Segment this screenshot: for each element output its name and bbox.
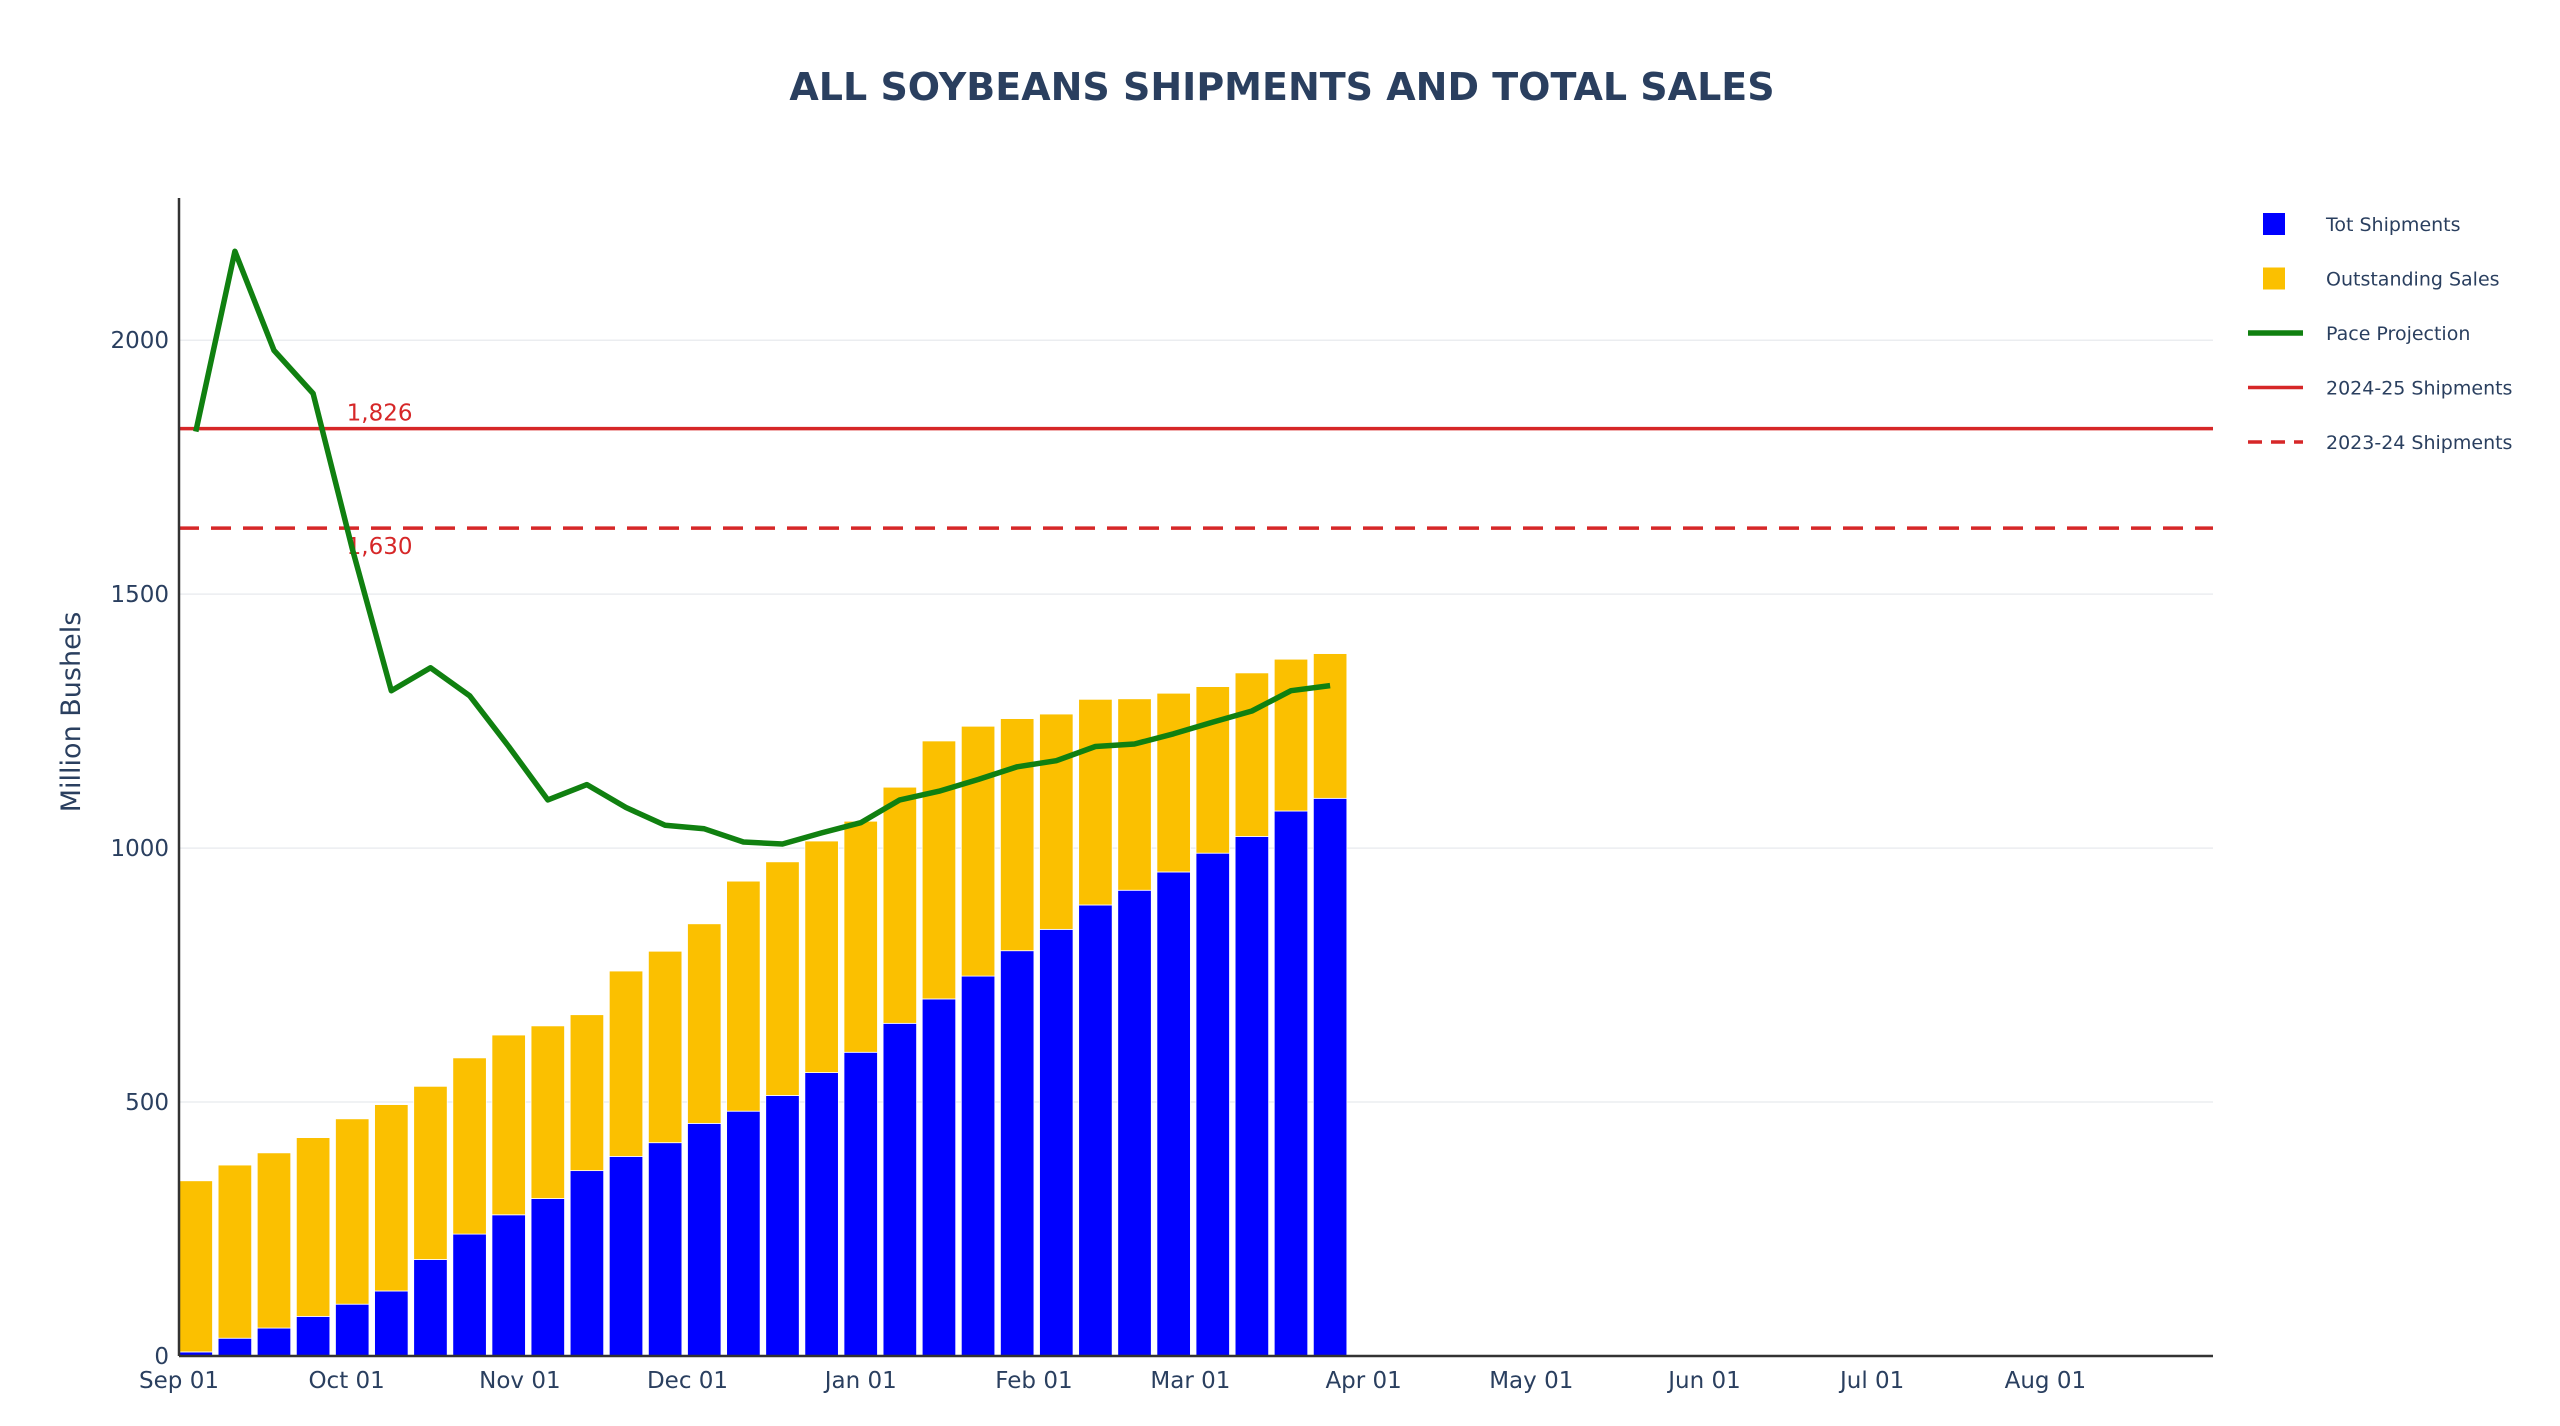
reference-line-label: 1,630 bbox=[347, 534, 413, 560]
bar-outstanding-sales bbox=[1078, 698, 1113, 906]
legend-label: Outstanding Sales bbox=[2326, 269, 2500, 291]
bar-tot-shipments bbox=[217, 1337, 253, 1357]
legend-label: 2023-24 Shipments bbox=[2326, 432, 2512, 454]
legend: Tot Shipments Outstanding Sales Pace Proje… bbox=[2248, 213, 2512, 454]
x-tick-label: Aug 01 bbox=[2005, 1368, 2087, 1394]
bar-outstanding-sales bbox=[530, 1025, 565, 1199]
reference-line-label: 1,826 bbox=[347, 401, 413, 427]
bar-outstanding-sales bbox=[804, 840, 839, 1073]
y-axis-label: Million Bushels bbox=[56, 612, 87, 813]
bar-outstanding-sales bbox=[726, 880, 761, 1112]
bar-tot-shipments bbox=[1117, 889, 1152, 1357]
bar-outstanding-sales bbox=[1273, 658, 1309, 812]
x-tick-label: Dec 01 bbox=[647, 1368, 728, 1394]
bar-tot-shipments bbox=[1273, 810, 1309, 1357]
y-tick-label: 1500 bbox=[110, 582, 169, 608]
bar-outstanding-sales bbox=[1000, 718, 1035, 952]
x-tick-label: Mar 01 bbox=[1150, 1368, 1230, 1394]
pace-projection-line bbox=[193, 248, 1331, 847]
bar-outstanding-sales bbox=[491, 1034, 526, 1216]
bar-outstanding-sales bbox=[1117, 698, 1152, 891]
bar-tot-shipments bbox=[1000, 950, 1035, 1357]
bar-tot-shipments bbox=[1312, 797, 1348, 1357]
x-tick-label: Apr 01 bbox=[1325, 1368, 1401, 1394]
x-tick-label: Jan 01 bbox=[823, 1368, 897, 1394]
x-tick-label: Sep 01 bbox=[139, 1368, 219, 1394]
y-tick-label: 500 bbox=[125, 1090, 169, 1116]
bar-tot-shipments bbox=[1156, 871, 1191, 1357]
bar-tot-shipments bbox=[335, 1303, 370, 1357]
bar-tot-shipments bbox=[374, 1290, 409, 1357]
bar-tot-shipments bbox=[530, 1198, 565, 1357]
bar-outstanding-sales bbox=[178, 1180, 213, 1353]
bar-tot-shipments bbox=[295, 1315, 331, 1357]
x-tick-label: May 01 bbox=[1489, 1368, 1573, 1394]
bar-outstanding-sales bbox=[335, 1118, 370, 1305]
bar-outstanding-sales bbox=[413, 1085, 448, 1260]
bar-tot-shipments bbox=[452, 1233, 487, 1357]
bar-tot-shipments bbox=[1039, 928, 1074, 1357]
bar-outstanding-sales bbox=[921, 740, 957, 1000]
bar-outstanding-sales bbox=[882, 786, 918, 1024]
bar-outstanding-sales bbox=[1312, 653, 1348, 799]
bar-tot-shipments bbox=[1078, 904, 1113, 1357]
bar-tot-shipments bbox=[726, 1110, 761, 1357]
bar-outstanding-sales bbox=[1039, 713, 1074, 930]
bar-outstanding-sales bbox=[452, 1057, 487, 1235]
bar-outstanding-sales bbox=[960, 725, 996, 977]
bar-tot-shipments bbox=[647, 1142, 683, 1357]
bar-outstanding-sales bbox=[217, 1164, 253, 1339]
bar-tot-shipments bbox=[882, 1022, 918, 1357]
y-tick-label: 1000 bbox=[110, 836, 169, 862]
bar-outstanding-sales bbox=[1234, 672, 1270, 837]
y-tick-label: 0 bbox=[154, 1344, 169, 1370]
bar-tot-shipments bbox=[256, 1327, 292, 1357]
bar-outstanding-sales bbox=[256, 1152, 292, 1329]
bar-outstanding-sales bbox=[843, 820, 878, 1053]
x-tick-label: Jun 01 bbox=[1666, 1368, 1741, 1394]
legend-label: Tot Shipments bbox=[2325, 214, 2461, 236]
legend-label: 2024-25 Shipments bbox=[2326, 378, 2512, 400]
bar-tot-shipments bbox=[687, 1122, 722, 1357]
bar-outstanding-sales bbox=[647, 950, 683, 1144]
line-series bbox=[193, 248, 1331, 847]
bar-tot-shipments bbox=[804, 1072, 839, 1357]
legend-label: Pace Projection bbox=[2326, 323, 2470, 345]
bar-tot-shipments bbox=[491, 1214, 526, 1357]
bar-tot-shipments bbox=[765, 1095, 800, 1357]
bar-outstanding-sales bbox=[295, 1137, 331, 1317]
bar-outstanding-sales bbox=[765, 861, 800, 1096]
bar-outstanding-sales bbox=[687, 923, 722, 1124]
bar-outstanding-sales bbox=[569, 1014, 605, 1172]
x-tick-label: Jul 01 bbox=[1838, 1368, 1904, 1394]
bar-outstanding-sales bbox=[374, 1104, 409, 1292]
bar-outstanding-sales bbox=[1195, 686, 1230, 854]
bar-tot-shipments bbox=[569, 1170, 605, 1357]
axes bbox=[177, 198, 2213, 1358]
x-tick-label: Oct 01 bbox=[308, 1368, 384, 1394]
bar-tot-shipments bbox=[843, 1051, 878, 1357]
x-tick-label: Feb 01 bbox=[995, 1368, 1072, 1394]
chart-title: ALL SOYBEANS SHIPMENTS AND TOTAL SALES bbox=[789, 65, 1774, 109]
reference-lines: 1,826 1,630 bbox=[179, 401, 2213, 560]
bar-tot-shipments bbox=[960, 975, 996, 1357]
bar-tot-shipments bbox=[1195, 852, 1230, 1357]
bar-tot-shipments bbox=[413, 1259, 448, 1357]
legend-swatch bbox=[2263, 267, 2285, 290]
bar-tot-shipments bbox=[921, 998, 957, 1357]
x-tick-labels: Sep 01 Oct 01 Nov 01 Dec 01 Jan 01 Feb 01 Mar … bbox=[139, 1368, 2086, 1394]
x-tick-label: Nov 01 bbox=[479, 1368, 560, 1394]
bar-outstanding-sales bbox=[608, 970, 644, 1157]
y-tick-labels: 0 500 1000 1500 2000 bbox=[110, 328, 169, 1370]
bars bbox=[178, 653, 1348, 1357]
bar-outstanding-sales bbox=[1156, 692, 1191, 873]
bar-tot-shipments bbox=[608, 1155, 644, 1357]
legend-swatch bbox=[2263, 213, 2285, 235]
y-tick-label: 2000 bbox=[110, 328, 169, 354]
bar-tot-shipments bbox=[1234, 836, 1270, 1357]
